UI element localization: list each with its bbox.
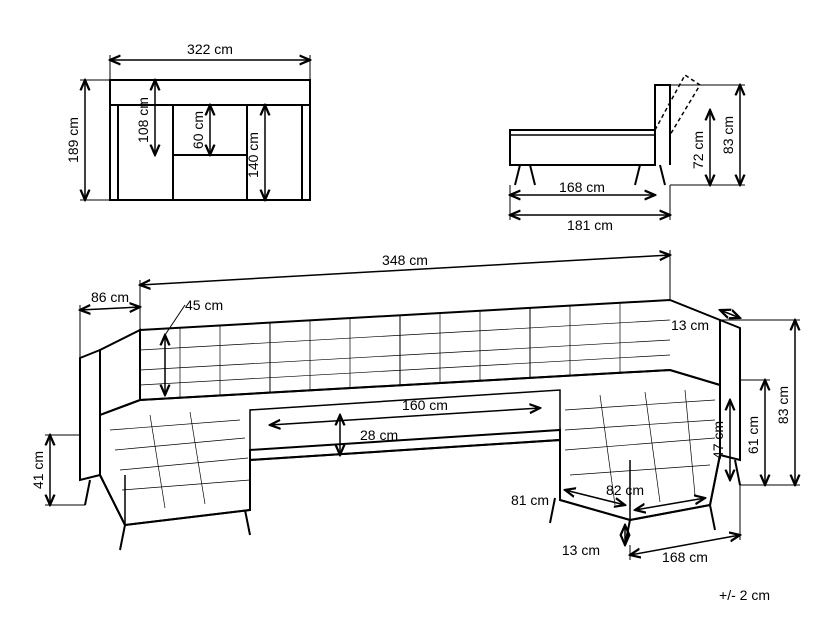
dim-front-348: 348 cm <box>382 252 428 268</box>
dim-front-28: 28 cm <box>360 427 398 443</box>
dim-front-168: 168 cm <box>662 549 708 565</box>
tolerance-label: +/- 2 cm <box>719 587 770 603</box>
dim-plan-140: 140 cm <box>245 132 261 178</box>
dim-front-160: 160 cm <box>402 397 448 413</box>
dim-plan-width: 322 cm <box>187 41 233 57</box>
dimension-diagram: 322 cm 189 cm 108 cm 60 cm 140 cm 72 cm <box>0 0 826 619</box>
side-elevation-view: 72 cm 83 cm 168 cm 181 cm <box>510 75 745 233</box>
dim-front-83: 83 cm <box>775 386 791 424</box>
dim-side-181: 181 cm <box>567 217 613 233</box>
dim-side-83: 83 cm <box>720 116 736 154</box>
dim-front-47: 47 cm <box>710 421 726 459</box>
top-plan-view: 322 cm 189 cm 108 cm 60 cm 140 cm <box>65 41 310 200</box>
dim-side-72: 72 cm <box>690 131 706 169</box>
dim-plan-60: 60 cm <box>190 111 206 149</box>
dim-side-168: 168 cm <box>559 179 605 195</box>
dim-front-45: 45 cm <box>185 297 223 313</box>
dim-front-61: 61 cm <box>745 416 761 454</box>
dim-front-13b: 13 cm <box>562 542 600 558</box>
dim-front-41: 41 cm <box>30 451 46 489</box>
dim-front-81: 81 cm <box>511 492 549 508</box>
dim-plan-108: 108 cm <box>135 97 151 143</box>
front-perspective-view: 348 cm 86 cm 45 cm 41 cm 28 cm 160 cm 81… <box>30 250 800 565</box>
dim-plan-depth: 189 cm <box>65 117 81 163</box>
dim-front-86: 86 cm <box>91 289 129 305</box>
dim-front-13a: 13 cm <box>671 317 709 333</box>
dim-front-82: 82 cm <box>606 482 644 498</box>
